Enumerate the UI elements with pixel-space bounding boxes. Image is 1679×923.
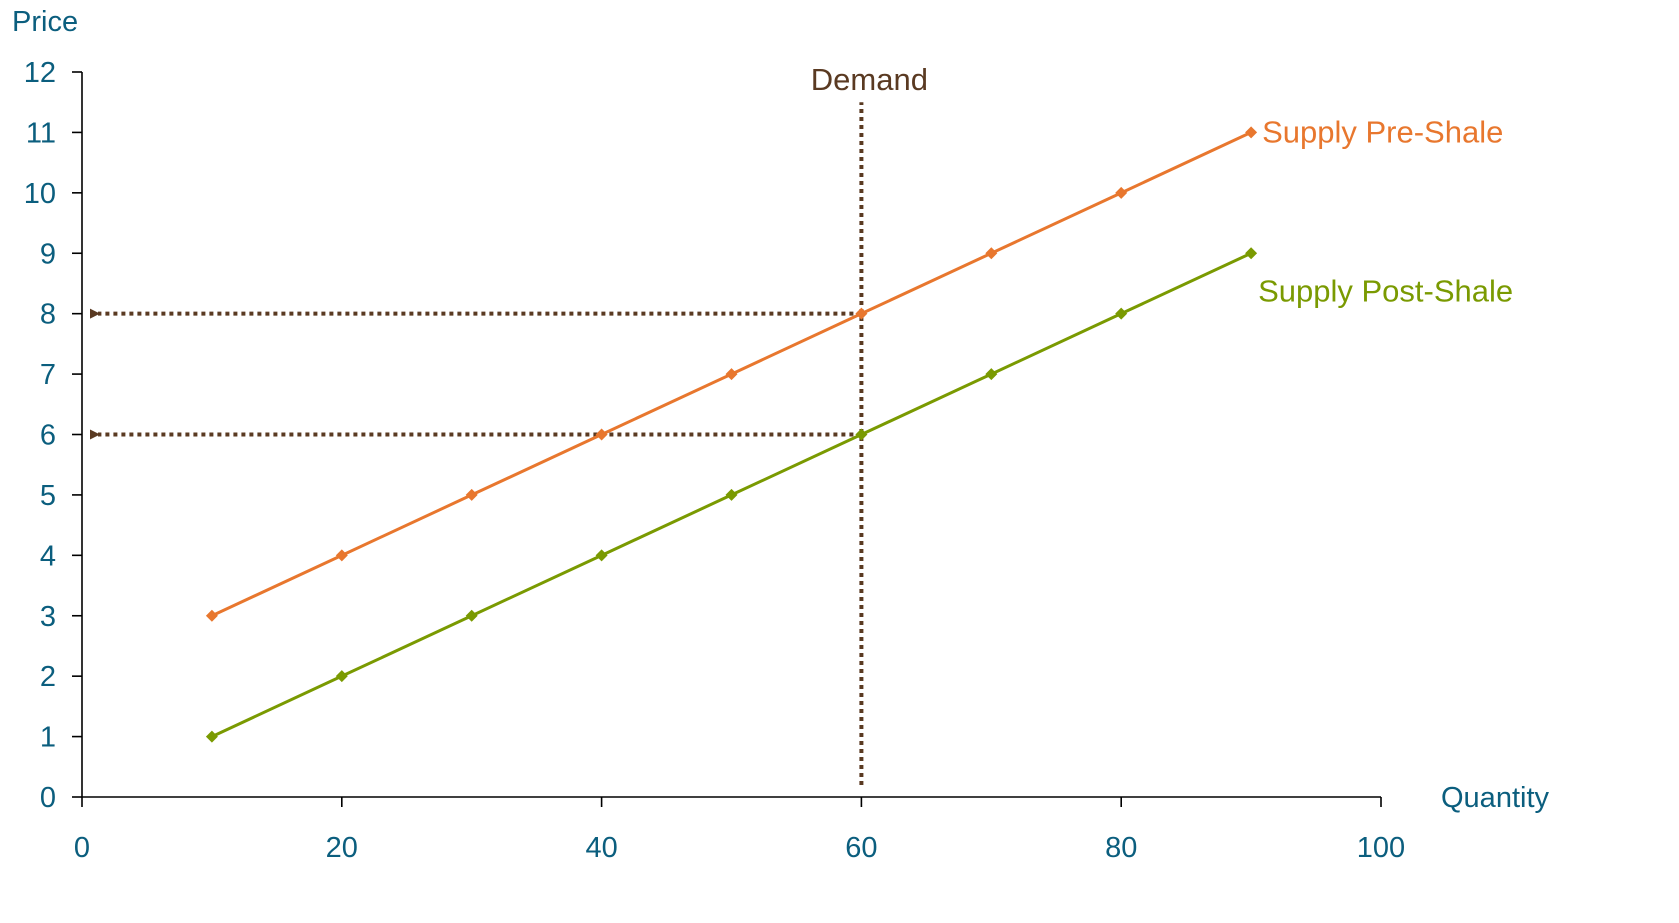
y-tick-label: 2	[40, 661, 56, 693]
y-tick-label: 1	[40, 722, 56, 754]
data-point-supply-post-shale	[1115, 308, 1127, 320]
data-point-supply-pre-shale	[985, 247, 997, 259]
y-tick-label: 8	[40, 299, 56, 331]
data-point-supply-post-shale	[466, 610, 478, 622]
data-point-supply-pre-shale	[726, 368, 738, 380]
y-tick-label: 9	[40, 238, 56, 270]
data-point-supply-post-shale	[336, 670, 348, 682]
data-point-supply-post-shale	[1245, 247, 1257, 259]
data-point-supply-pre-shale	[466, 489, 478, 501]
y-tick-label: 6	[40, 420, 56, 452]
data-point-supply-post-shale	[985, 368, 997, 380]
y-tick-label: 10	[24, 178, 56, 210]
y-tick-label: 11	[26, 117, 56, 149]
data-point-supply-post-shale	[726, 489, 738, 501]
data-point-supply-pre-shale	[1245, 126, 1257, 138]
data-point-supply-post-shale	[206, 731, 218, 743]
labels-layer: Demand Supply Pre-Shale Supply Post-Shale	[811, 62, 1513, 308]
series-label-supply-pre-shale: Supply Pre-Shale	[1262, 114, 1503, 149]
y-tick-label: 12	[24, 57, 56, 89]
demand-label: Demand	[811, 62, 928, 97]
y-axis-title: Price	[12, 6, 78, 38]
x-tick-label: 60	[845, 832, 877, 864]
data-point-supply-pre-shale	[855, 308, 867, 320]
x-tick-label: 100	[1357, 832, 1405, 864]
y-tick-label: 5	[40, 480, 56, 512]
y-tick-label: 0	[40, 782, 56, 814]
x-axis-title: Quantity	[1441, 782, 1549, 814]
data-point-supply-pre-shale	[336, 549, 348, 561]
data-point-supply-pre-shale	[596, 429, 608, 441]
y-tick-label: 7	[40, 359, 56, 391]
y-tick-label: 4	[40, 540, 56, 572]
x-tick-label: 0	[74, 832, 90, 864]
data-point-supply-pre-shale	[1115, 187, 1127, 199]
annotations-layer	[98, 102, 861, 785]
x-tick-label: 80	[1105, 832, 1137, 864]
data-point-supply-pre-shale	[206, 610, 218, 622]
x-tick-label: 40	[585, 832, 617, 864]
series-label-supply-post-shale: Supply Post-Shale	[1258, 273, 1513, 308]
x-tick-label: 20	[326, 832, 358, 864]
data-point-supply-post-shale	[855, 429, 867, 441]
data-point-supply-post-shale	[596, 549, 608, 561]
y-tick-label: 3	[40, 601, 56, 633]
